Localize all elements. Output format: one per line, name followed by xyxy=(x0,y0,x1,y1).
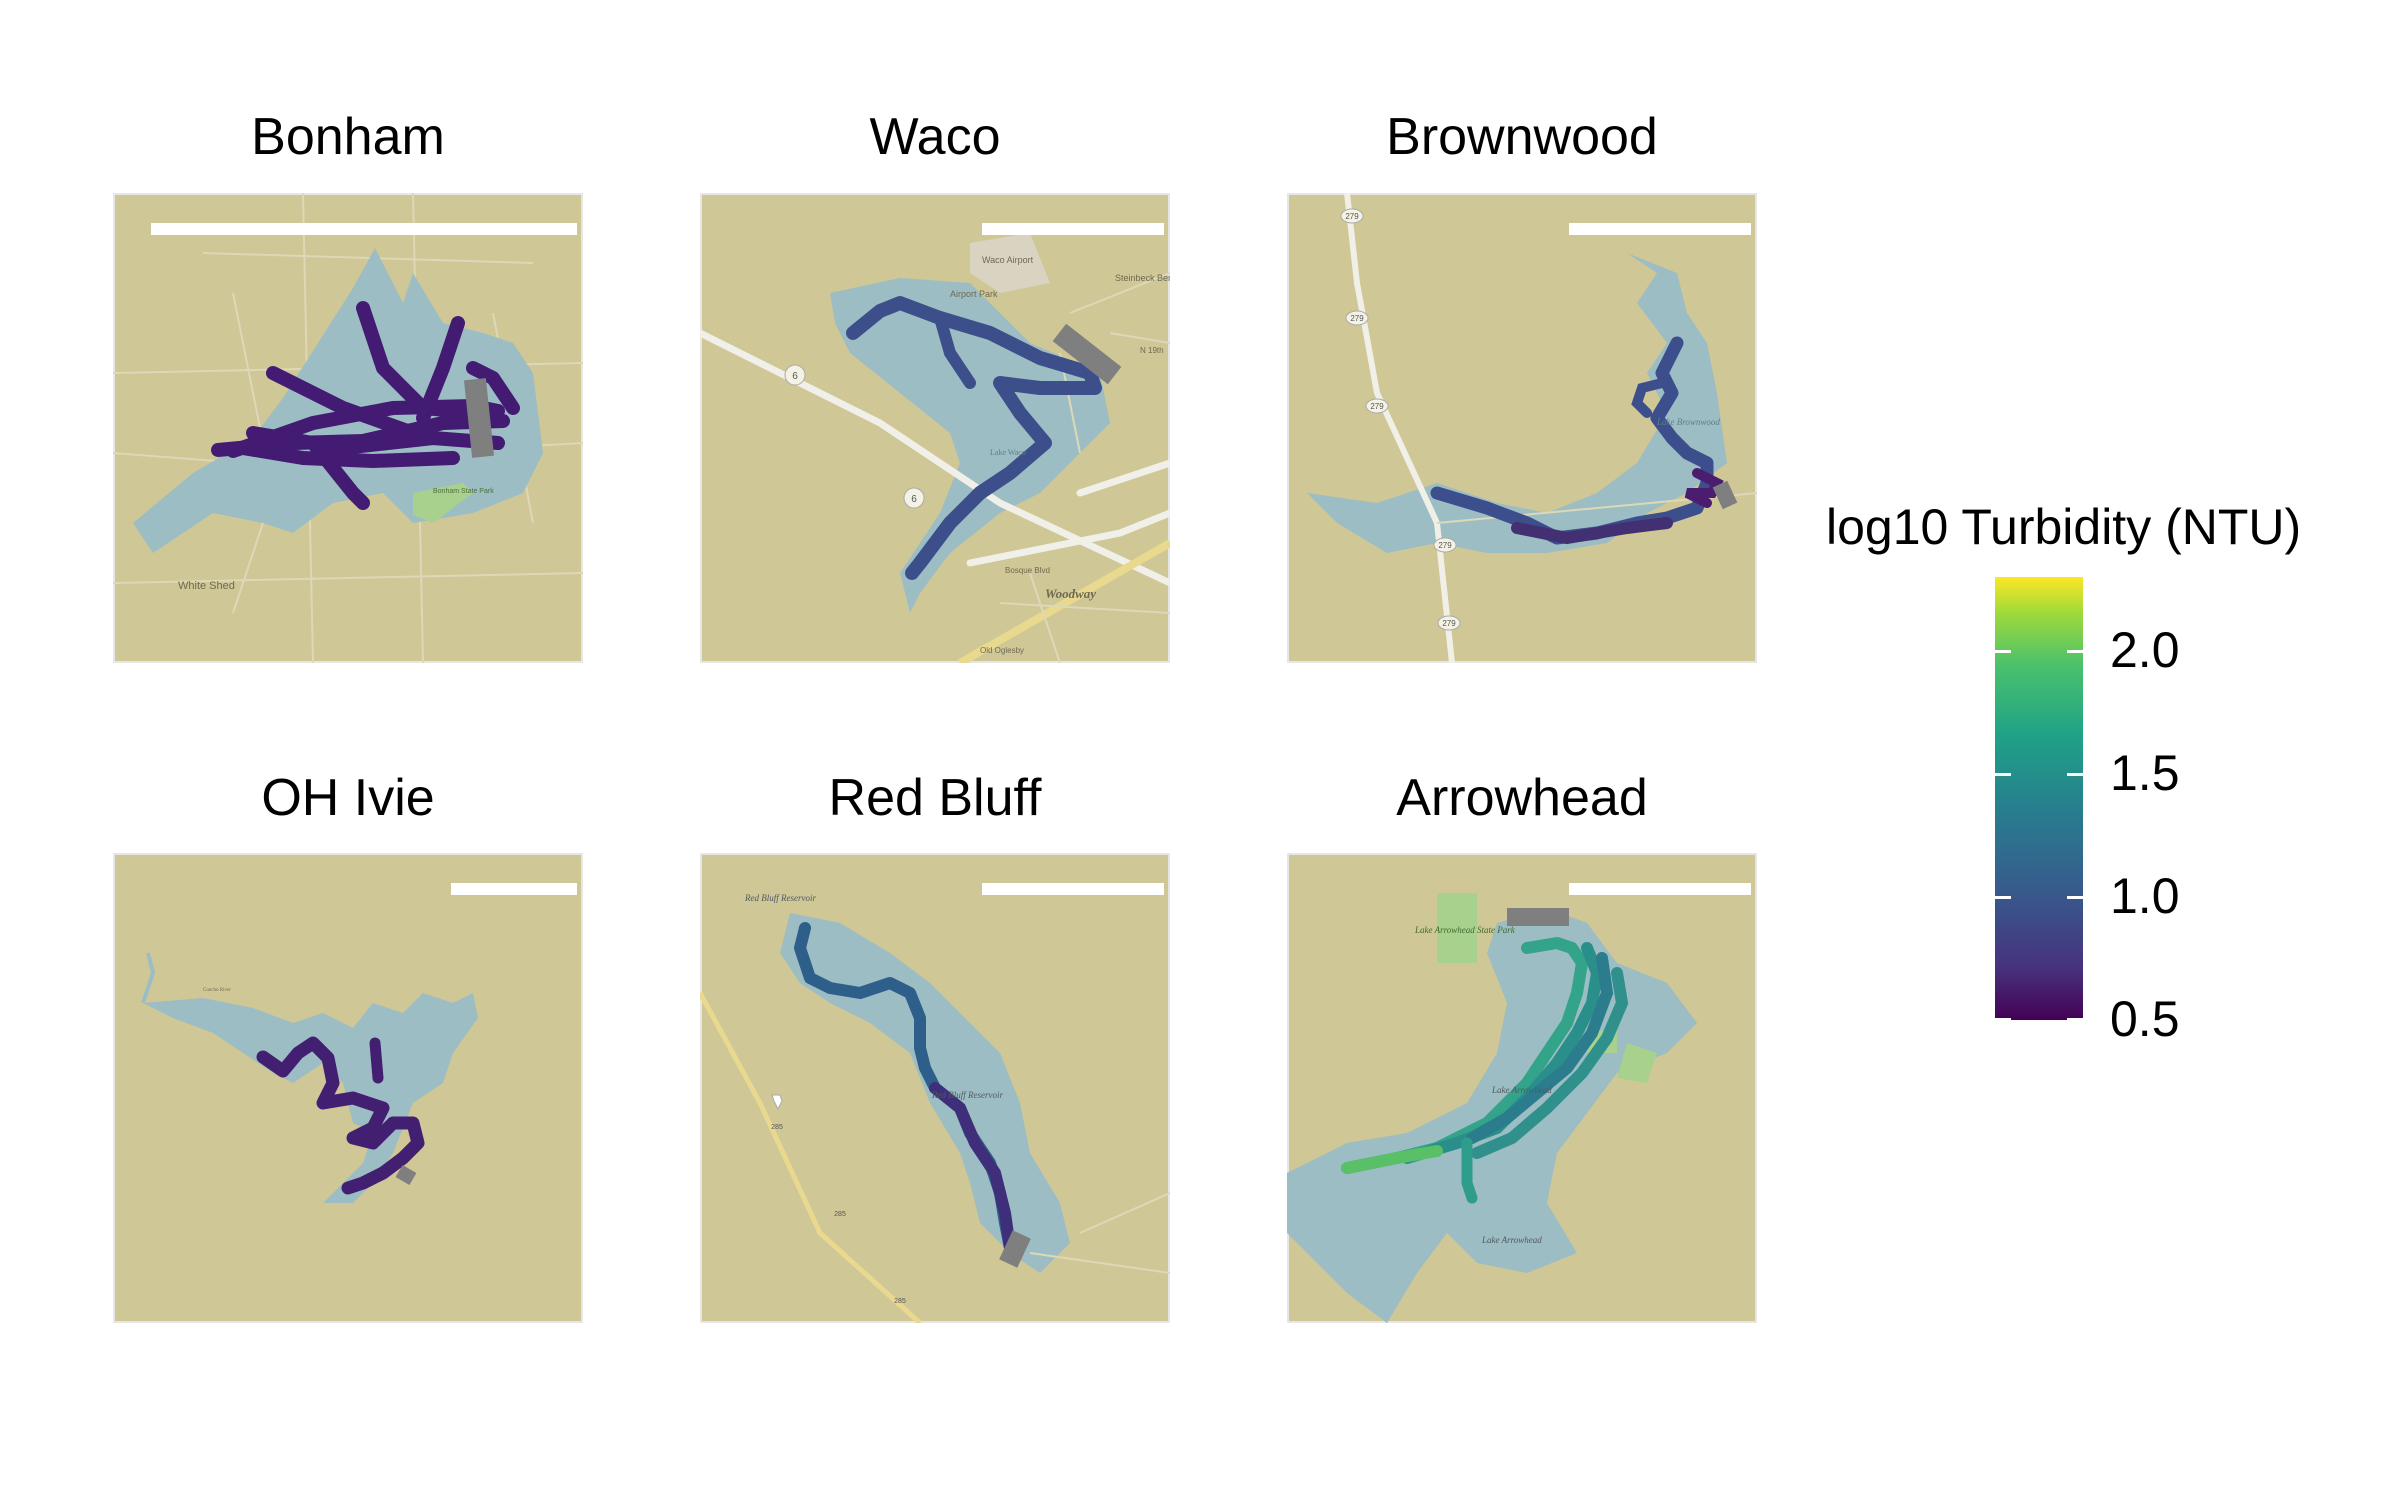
map-label: Concho River xyxy=(203,988,231,993)
scale-bar xyxy=(1569,883,1751,895)
legend-tick-label: 0.5 xyxy=(2110,991,2180,1047)
map-waco: 6 6 Waco Airport Airport Park Steinbeck … xyxy=(700,193,1170,663)
map-label: Airport Park xyxy=(950,289,998,299)
transect-track xyxy=(846,296,1102,580)
map-arrowhead: Lake Arrowhead State Park Lake Arrowhead… xyxy=(1287,853,1757,1323)
legend-tickmark xyxy=(1995,896,2011,899)
road-shield xyxy=(784,364,806,386)
svg-text:279: 279 xyxy=(1442,619,1456,628)
road-shield xyxy=(903,487,925,509)
map-label: N 19th xyxy=(1140,346,1164,355)
legend-tick-label: 1.5 xyxy=(2110,745,2180,801)
map-label: Woodway xyxy=(1045,586,1096,601)
legend-tickmark xyxy=(2067,773,2083,776)
svg-text:279: 279 xyxy=(1345,212,1359,221)
legend-tickmark xyxy=(2067,1018,2083,1021)
park-area xyxy=(1617,1043,1657,1083)
svg-text:279: 279 xyxy=(1438,541,1452,550)
transect-track xyxy=(1684,468,1724,508)
panel-title-ohivie: OH Ivie xyxy=(261,769,435,827)
legend-title: log10 Turbidity (NTU) xyxy=(1826,499,2302,555)
dam-marker xyxy=(1712,480,1738,510)
map-label: Red Bluff Reservoir xyxy=(931,1090,1003,1100)
panel-title-brownwood: Brownwood xyxy=(1386,108,1658,166)
svg-text:285: 285 xyxy=(894,1298,906,1305)
map-label: White Shed xyxy=(178,580,235,592)
transect-track xyxy=(1461,1137,1478,1204)
dam-marker xyxy=(395,1164,417,1186)
map-label: Old Oglesby xyxy=(980,646,1024,655)
map-brownwood: 279 279 279 279 279 Lake Brownwood xyxy=(1287,193,1757,663)
transect-track xyxy=(1631,378,1667,418)
bonham-state-park xyxy=(413,483,473,523)
svg-text:6: 6 xyxy=(792,371,798,382)
map-bonham: White Shed Bonham State Park xyxy=(113,193,583,663)
map-label: Bosque Blvd xyxy=(1005,566,1050,575)
legend-tick-label: 1.0 xyxy=(2110,868,2180,924)
scale-bar xyxy=(982,223,1164,235)
map-label: Lake Brownwood xyxy=(1656,417,1720,427)
scale-bar xyxy=(451,883,577,895)
legend-tick-label: 2.0 xyxy=(2110,622,2180,678)
road-shields: 279 279 279 279 279 xyxy=(1340,208,1461,631)
svg-text:285: 285 xyxy=(834,1211,846,1218)
svg-text:6: 6 xyxy=(911,494,917,505)
road-shields: 285 285 285 xyxy=(771,1094,906,1305)
dam-marker xyxy=(463,378,495,458)
transect-track xyxy=(1511,517,1673,545)
dam-marker xyxy=(1507,908,1569,926)
map-label: Red Bluff Reservoir xyxy=(744,893,816,903)
map-label: Lake Arrowhead xyxy=(1481,1235,1542,1245)
legend-colorbar xyxy=(1995,577,2083,1020)
lake-brownwood xyxy=(1307,253,1727,553)
legend-tickmark xyxy=(1995,1018,2011,1021)
svg-text:279: 279 xyxy=(1350,314,1364,323)
map-label: Steinbeck Bend xyxy=(1115,273,1170,283)
lake-ohivie xyxy=(143,993,478,1203)
map-label: Bonham State Park xyxy=(433,488,494,495)
panel-title-redbluff: Red Bluff xyxy=(828,769,1042,827)
legend-tickmark xyxy=(2067,650,2083,653)
scale-bar xyxy=(982,883,1164,895)
scale-bar xyxy=(1569,223,1751,235)
dam-marker xyxy=(1052,323,1122,385)
legend-tickmark xyxy=(1995,650,2011,653)
map-label: Waco Airport xyxy=(982,255,1034,265)
transect-track xyxy=(1471,967,1629,1159)
panel-title-arrowhead: Arrowhead xyxy=(1396,769,1648,827)
panel-title-waco: Waco xyxy=(869,108,1001,166)
waco-airport xyxy=(970,233,1050,293)
map-label: Lake Arrowhead State Park xyxy=(1414,925,1516,935)
legend-tickmark xyxy=(1995,773,2011,776)
map-label: Lake Arrowhead xyxy=(1491,1085,1552,1095)
map-redbluff: 285 285 285 Red Bluff Reservoir Red Bluf… xyxy=(700,853,1170,1323)
transect-track xyxy=(256,1036,425,1195)
transect-track xyxy=(369,1037,384,1084)
park-area xyxy=(1437,893,1477,963)
dam-marker xyxy=(999,1230,1031,1268)
svg-text:279: 279 xyxy=(1370,402,1384,411)
transect-track xyxy=(1466,952,1614,1144)
transect-track xyxy=(1341,1145,1443,1174)
transect-track xyxy=(934,312,976,389)
legend-tickmark xyxy=(2067,896,2083,899)
panel-title-bonham: Bonham xyxy=(251,108,445,166)
transect-track xyxy=(929,1082,1016,1254)
map-label: Lake Waco xyxy=(990,448,1026,457)
scale-bar xyxy=(151,223,577,235)
river xyxy=(141,952,156,1004)
map-ohivie: Concho River xyxy=(113,853,583,1323)
svg-text:285: 285 xyxy=(771,1124,783,1131)
